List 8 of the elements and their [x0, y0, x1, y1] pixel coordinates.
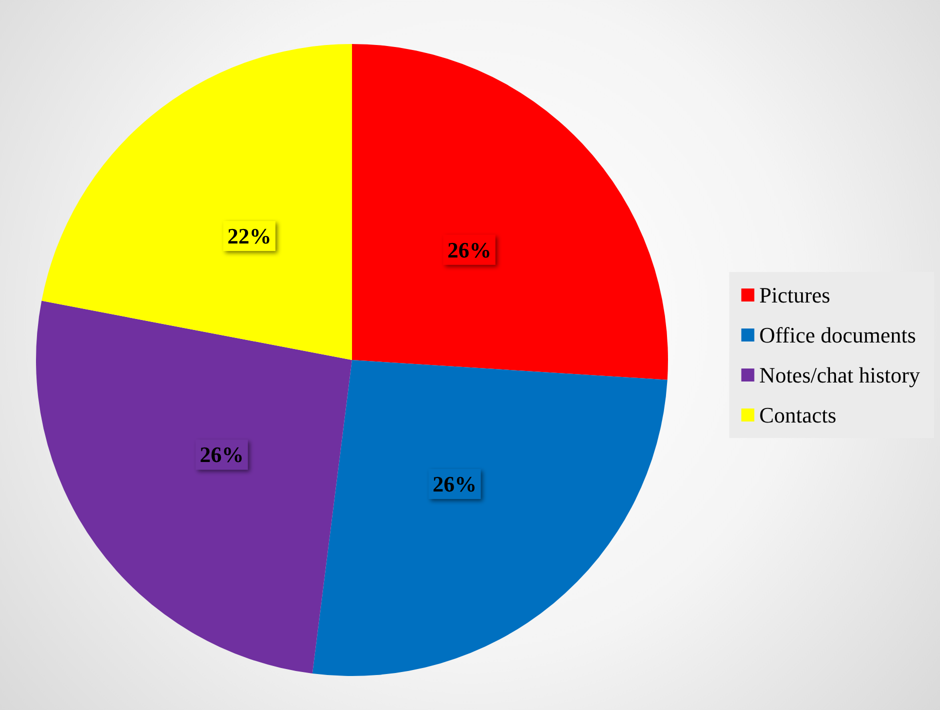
legend-label: Pictures: [759, 282, 830, 308]
data-label: 22%: [227, 223, 272, 248]
data-label: 26%: [447, 237, 492, 262]
data-label: 26%: [200, 442, 244, 468]
legend-label: Contacts: [759, 402, 836, 428]
legend-label: Office documents: [759, 322, 916, 348]
data-label: 26%: [432, 472, 477, 497]
legend-label: Notes/chat history: [759, 362, 920, 388]
